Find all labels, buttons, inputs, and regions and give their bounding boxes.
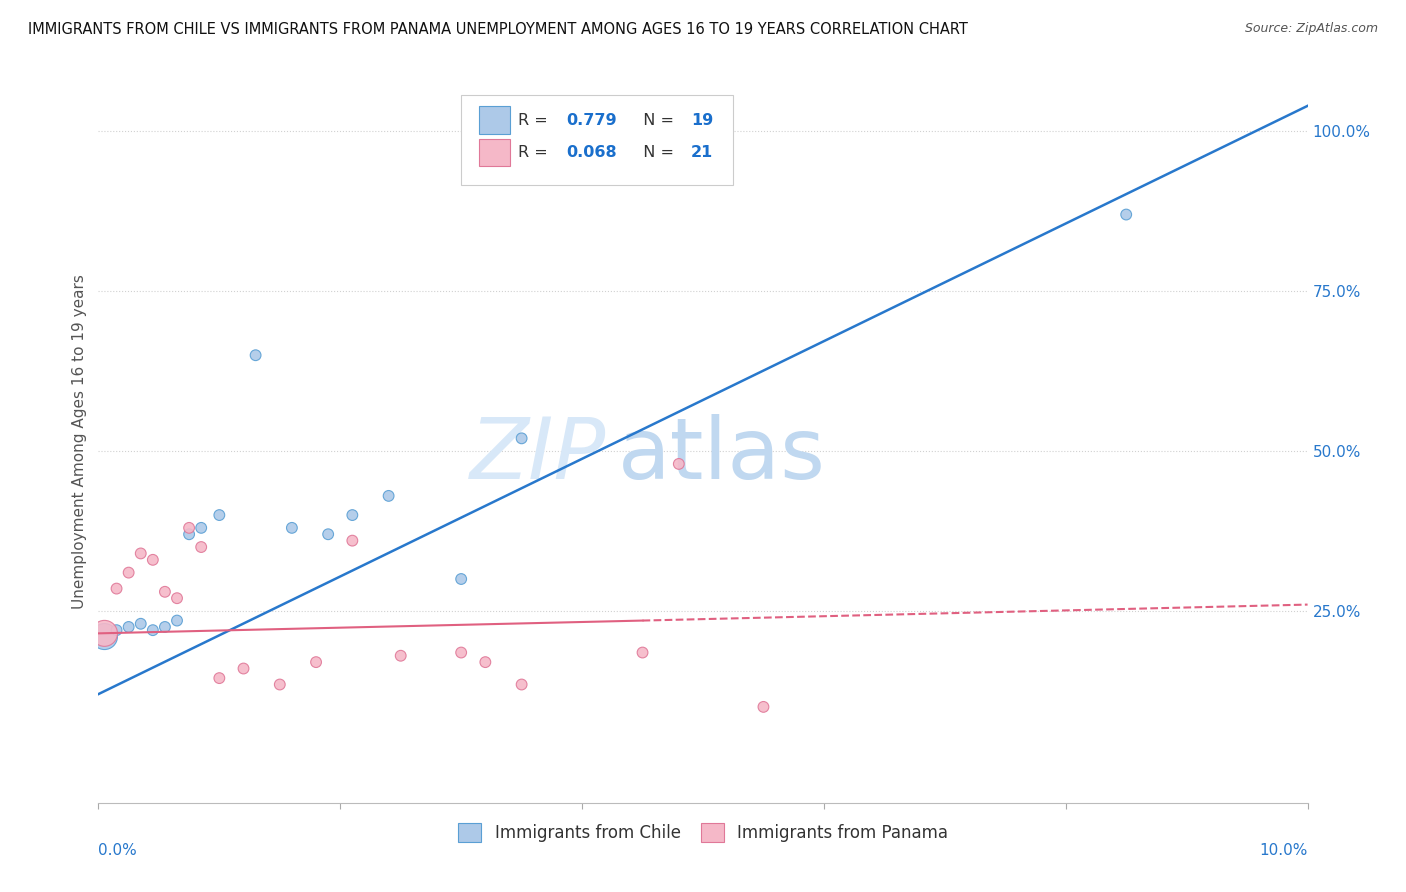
Point — [377, 489, 399, 503]
Point — [631, 124, 654, 138]
Point — [1115, 208, 1137, 222]
Point — [166, 591, 188, 606]
Point — [510, 431, 533, 445]
Point — [510, 677, 533, 691]
Point — [179, 527, 201, 541]
Point — [179, 521, 201, 535]
Point — [474, 655, 496, 669]
Point — [118, 566, 141, 580]
Text: 0.0%: 0.0% — [98, 843, 138, 857]
Point — [93, 626, 115, 640]
Point — [342, 508, 364, 522]
Text: N =: N = — [633, 112, 679, 128]
Point — [281, 521, 304, 535]
FancyBboxPatch shape — [461, 95, 734, 185]
Y-axis label: Unemployment Among Ages 16 to 19 years: Unemployment Among Ages 16 to 19 years — [72, 274, 87, 609]
Text: ZIP: ZIP — [470, 415, 606, 498]
Point — [118, 620, 141, 634]
Text: R =: R = — [517, 112, 553, 128]
Point — [166, 614, 188, 628]
Text: Source: ZipAtlas.com: Source: ZipAtlas.com — [1244, 22, 1378, 36]
FancyBboxPatch shape — [479, 139, 509, 166]
Point — [631, 646, 654, 660]
FancyBboxPatch shape — [479, 106, 509, 134]
Point — [668, 457, 690, 471]
Point — [450, 572, 472, 586]
Point — [450, 646, 472, 660]
Point — [190, 540, 212, 554]
Text: 0.068: 0.068 — [567, 145, 617, 160]
Point — [752, 699, 775, 714]
Point — [245, 348, 267, 362]
Point — [269, 677, 291, 691]
Point — [305, 655, 328, 669]
Text: 10.0%: 10.0% — [1260, 843, 1308, 857]
Text: IMMIGRANTS FROM CHILE VS IMMIGRANTS FROM PANAMA UNEMPLOYMENT AMONG AGES 16 TO 19: IMMIGRANTS FROM CHILE VS IMMIGRANTS FROM… — [28, 22, 967, 37]
Point — [232, 661, 254, 675]
Point — [129, 616, 152, 631]
Text: 0.779: 0.779 — [567, 112, 617, 128]
Point — [316, 527, 339, 541]
Point — [342, 533, 364, 548]
Point — [153, 620, 176, 634]
Point — [142, 553, 165, 567]
Point — [105, 623, 128, 637]
Point — [129, 546, 152, 560]
Text: 21: 21 — [690, 145, 713, 160]
Text: atlas: atlas — [619, 415, 827, 498]
Text: N =: N = — [633, 145, 679, 160]
Text: 19: 19 — [690, 112, 713, 128]
Point — [153, 584, 176, 599]
Legend: Immigrants from Chile, Immigrants from Panama: Immigrants from Chile, Immigrants from P… — [451, 816, 955, 848]
Point — [208, 671, 231, 685]
Point — [93, 630, 115, 644]
Text: R =: R = — [517, 145, 553, 160]
Point — [142, 623, 165, 637]
Point — [190, 521, 212, 535]
Point — [389, 648, 412, 663]
Point — [105, 582, 128, 596]
Point — [208, 508, 231, 522]
